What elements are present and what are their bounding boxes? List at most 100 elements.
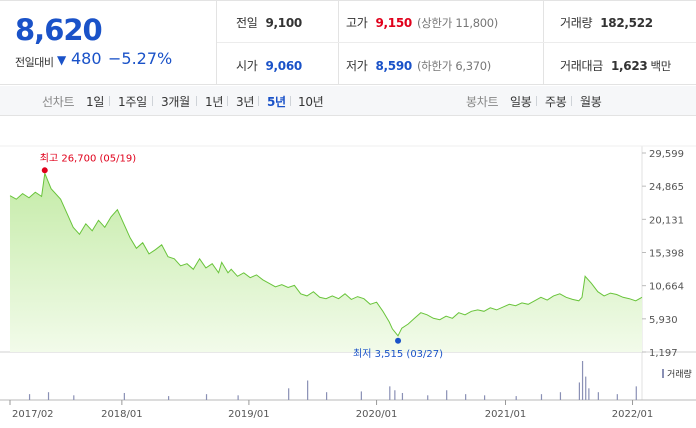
price-line xyxy=(9,171,643,337)
divider xyxy=(338,1,339,85)
high-annotation: 최고 26,700 (05/19) xyxy=(40,152,136,164)
volume-bar xyxy=(360,391,362,400)
quote-panel: 8,620 전일대비 ▼ 480 −5.27% 전일 9,100 시가 9,060 … xyxy=(0,0,696,85)
volume-bar xyxy=(237,395,239,400)
volume-bar xyxy=(288,388,290,400)
volume-bar xyxy=(394,390,396,400)
volume-legend-swatch xyxy=(662,369,664,378)
lower-limit: (하한가 6,370) xyxy=(416,59,491,73)
trade-amount: 거래대금 1,623 백만 xyxy=(560,57,671,74)
low-value: 8,590 xyxy=(375,59,412,73)
amount-value: 1,623 xyxy=(610,59,648,73)
low-label: 저가 xyxy=(346,59,368,73)
volume-bar xyxy=(540,394,543,400)
current-price: 8,620 xyxy=(15,13,103,47)
candle-chart-label: 봉차트 xyxy=(466,95,499,109)
price-box: 8,620 전일대비 ▼ 480 −5.27% xyxy=(0,1,217,85)
y-tick-label: 5,930 xyxy=(649,315,678,326)
period-5y[interactable]: 5년 xyxy=(267,95,286,109)
x-tick-label: 2022/01 xyxy=(612,409,654,420)
volume-bar xyxy=(427,395,429,400)
volume-legend-label: 거래량 xyxy=(667,368,692,380)
price-area xyxy=(10,173,642,352)
low-price: 저가 8,590 (하한가 6,370) xyxy=(346,57,491,74)
volume-label: 거래량 xyxy=(560,16,593,30)
volume-bar xyxy=(28,394,31,400)
x-tick-label: 2017/02 xyxy=(12,409,54,420)
volume-bar xyxy=(581,361,584,400)
open-label: 시가 xyxy=(236,59,258,73)
x-tick-label: 2018/01 xyxy=(101,409,143,420)
high-value: 9,150 xyxy=(375,16,412,30)
volume-bar xyxy=(307,380,309,400)
x-tick-label: 2019/01 xyxy=(228,409,270,420)
divider xyxy=(543,1,544,85)
high-price: 고가 9,150 (상한가 11,800) xyxy=(346,14,498,31)
candle-daily[interactable]: 일봉 xyxy=(510,95,532,109)
y-tick-label: 24,865 xyxy=(649,182,684,193)
volume-bar xyxy=(559,392,562,400)
candle-monthly[interactable]: 월봉 xyxy=(580,95,602,109)
volume-bar xyxy=(205,394,208,400)
volume-bar xyxy=(123,392,125,400)
y-tick-label: 10,664 xyxy=(649,282,684,293)
candle-weekly[interactable]: 주봉 xyxy=(545,95,567,109)
period-10y[interactable]: 10년 xyxy=(298,95,324,109)
low-annotation: 최저 3,515 (03/27) xyxy=(353,348,443,360)
volume-bar xyxy=(585,376,587,400)
divider xyxy=(227,96,228,106)
volume-bar xyxy=(635,386,637,400)
open-price: 시가 9,060 xyxy=(236,57,302,74)
volume-bar xyxy=(515,396,517,400)
y-tick-label: 15,398 xyxy=(649,249,684,260)
chart-toolbar: 선차트 1일 1주일 3개월 1년 3년 5년 10년 봉차트 일봉 주봉 월봉 xyxy=(0,86,696,116)
line-chart-label: 선차트 xyxy=(42,95,75,109)
change-label: 전일대비 xyxy=(15,56,54,69)
amount-unit: 백만 xyxy=(650,59,671,73)
prev-close: 전일 9,100 xyxy=(236,14,302,31)
period-1y[interactable]: 1년 xyxy=(205,95,224,109)
volume-bar xyxy=(401,392,404,400)
divider xyxy=(290,96,291,106)
change-percent: −5.27% xyxy=(108,49,173,68)
x-tick-label: 2021/01 xyxy=(485,409,527,420)
volume-bar xyxy=(389,386,391,400)
divider xyxy=(196,96,197,106)
volume-bar xyxy=(484,395,486,400)
y-tick-label: 29,599 xyxy=(649,149,684,160)
period-1d[interactable]: 1일 xyxy=(86,95,105,109)
divider xyxy=(536,96,537,106)
high-label: 고가 xyxy=(346,16,368,30)
volume-bar xyxy=(616,394,618,400)
volume-bar xyxy=(578,382,580,400)
prev-close-value: 9,100 xyxy=(265,16,302,30)
volume: 거래량 182,522 xyxy=(560,14,653,31)
high-marker xyxy=(41,167,48,174)
divider xyxy=(109,96,110,106)
period-3m[interactable]: 3개월 xyxy=(161,95,190,109)
low-marker xyxy=(395,337,402,344)
amount-label: 거래대금 xyxy=(560,59,603,73)
x-tick-label: 2020/01 xyxy=(356,409,398,420)
volume-bar xyxy=(168,396,170,400)
divider xyxy=(258,96,259,106)
volume-bar xyxy=(597,392,599,400)
divider xyxy=(217,42,696,43)
volume-value: 182,522 xyxy=(600,16,653,30)
divider xyxy=(152,96,153,106)
down-arrow-icon: ▼ xyxy=(57,53,67,67)
y-tick-label: 1,197 xyxy=(649,348,678,359)
chart-svg: 최고 26,700 (05/19) 최저 3,515 (03/27) 29,599… xyxy=(0,145,696,420)
volume-bar xyxy=(588,388,590,400)
period-1w[interactable]: 1주일 xyxy=(118,95,147,109)
open-value: 9,060 xyxy=(265,59,302,73)
volume-bar xyxy=(446,390,448,400)
volume-bar xyxy=(47,392,50,400)
volume-bar xyxy=(465,394,467,400)
volume-bar xyxy=(326,392,328,400)
period-3y[interactable]: 3년 xyxy=(236,95,255,109)
y-tick-label: 20,131 xyxy=(649,215,684,226)
upper-limit: (상한가 11,800) xyxy=(416,16,498,30)
price-chart: 최고 26,700 (05/19) 최저 3,515 (03/27) 29,599… xyxy=(0,118,696,428)
prev-close-label: 전일 xyxy=(236,16,258,30)
